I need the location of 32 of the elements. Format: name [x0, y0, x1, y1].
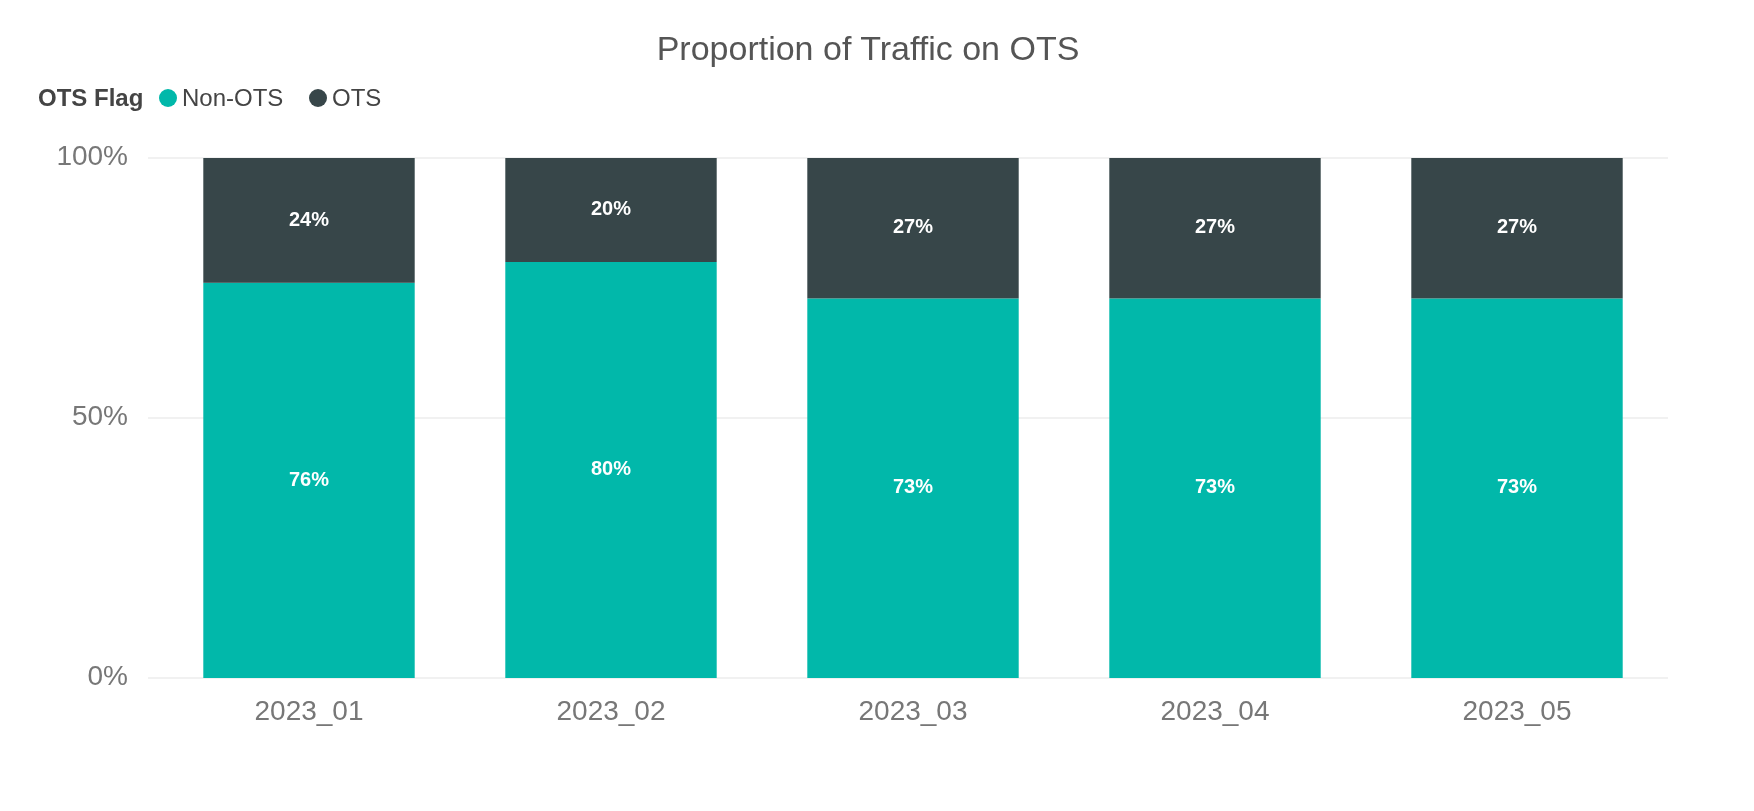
x-tick-label: 2023_05 [1462, 695, 1572, 726]
bar [807, 158, 1019, 299]
data-label: 80% [590, 457, 632, 480]
bar [1109, 158, 1321, 299]
bar [505, 262, 717, 678]
bar [1411, 298, 1623, 678]
bar [203, 282, 415, 678]
data-label: 27% [1194, 215, 1236, 238]
x-tick-label: 2023_03 [858, 695, 968, 726]
legend-title: OTS Flag [38, 84, 144, 111]
data-label: 20% [590, 197, 632, 220]
data-label: 24% [288, 207, 330, 230]
x-tick-label: 2023_02 [556, 695, 666, 726]
data-label: 76% [288, 467, 330, 490]
bar [505, 158, 717, 262]
y-tick-label: 50% [71, 400, 128, 432]
data-label: 73% [892, 475, 934, 498]
data-label: 27% [1496, 215, 1538, 238]
data-label: 27% [892, 215, 934, 238]
y-tick-label: 100% [56, 140, 128, 172]
chart-title: Proportion of Traffic on OTS [656, 29, 1080, 67]
legend-label: Non-OTS [182, 84, 284, 111]
data-label: 73% [1194, 475, 1236, 498]
data-label: 73% [1496, 475, 1538, 498]
y-tick-label: 0% [87, 660, 128, 692]
legend-label: OTS [332, 84, 382, 111]
x-tick-label: 2023_04 [1160, 695, 1270, 726]
bar [203, 158, 415, 283]
bar [1411, 158, 1623, 299]
bar [1109, 298, 1321, 678]
bar [807, 298, 1019, 678]
x-tick-label: 2023_01 [254, 695, 364, 726]
